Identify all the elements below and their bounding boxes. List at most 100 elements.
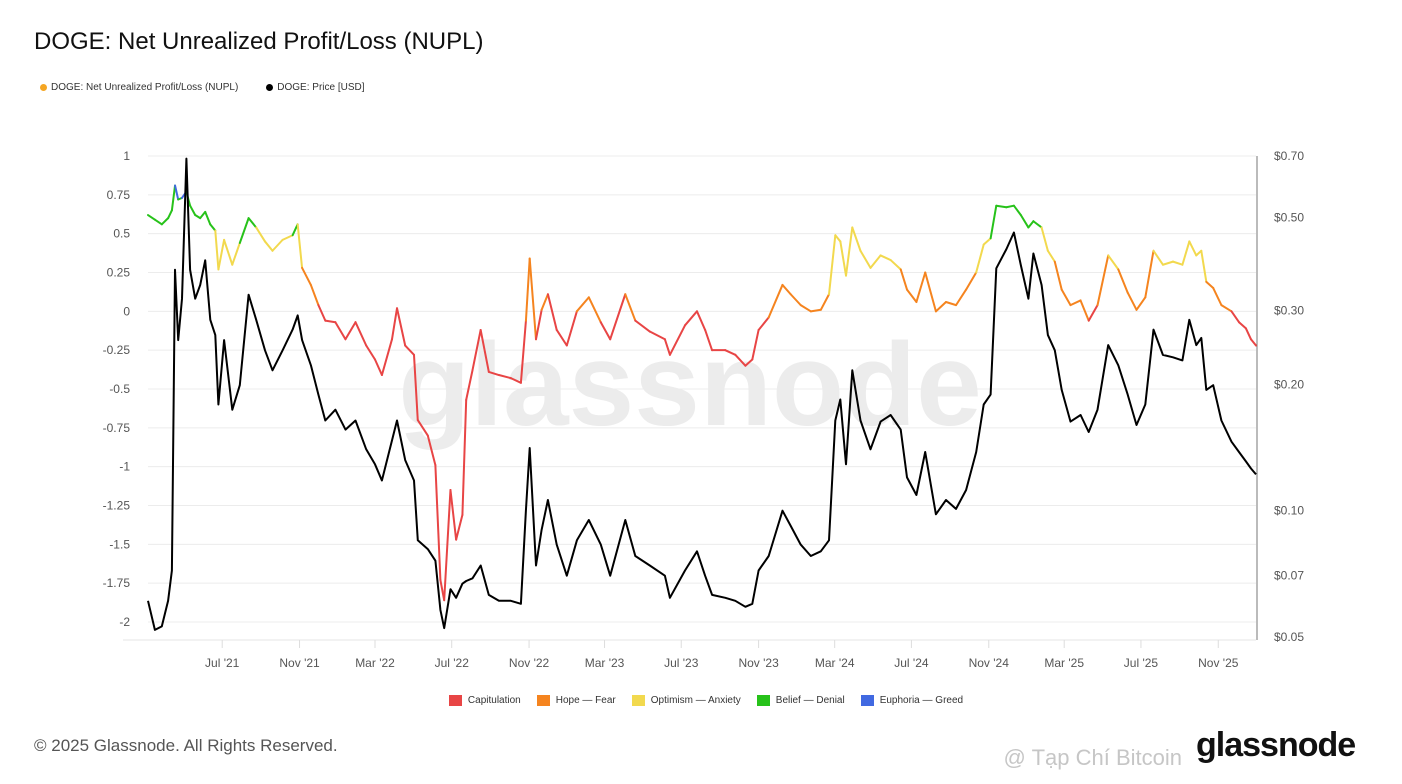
left-axis-tick-label: 0.5	[113, 227, 130, 241]
nupl-line-segment	[851, 226, 862, 252]
nupl-line-segment	[263, 240, 274, 252]
nupl-line-segment	[634, 319, 651, 333]
nupl-line-segment	[1096, 254, 1110, 307]
nupl-line-segment	[1012, 204, 1022, 217]
x-axis-tick-label: Jul '24	[894, 656, 929, 670]
nupl-line-segment	[354, 321, 368, 347]
nupl-line-segment	[695, 310, 707, 331]
zone-legend-hope-fear[interactable]: Hope — Fear	[536, 695, 616, 706]
nupl-line-segment	[1205, 280, 1215, 290]
nupl-line-segment	[704, 328, 714, 352]
nupl-line-segment	[982, 237, 992, 246]
left-axis-tick-label: 0.75	[107, 188, 131, 202]
nupl-line-segment	[534, 308, 543, 341]
zone-legend-capitulation[interactable]: Capitulation	[448, 695, 521, 706]
left-axis-tick-label: -0.5	[109, 382, 130, 396]
nupl-line-segment	[724, 349, 737, 356]
nupl-line-segment	[170, 184, 177, 212]
nupl-line-segment	[281, 234, 294, 241]
nupl-line-segment	[412, 353, 419, 422]
zone-label: Optimism — Anxiety	[650, 695, 741, 706]
x-axis-tick-label: Nov '22	[509, 656, 550, 670]
nupl-line-segment	[189, 204, 197, 217]
nupl-line-segment	[217, 238, 226, 271]
glassnode-logo: glassnode	[1196, 726, 1356, 764]
nupl-line-segment	[668, 324, 687, 356]
nupl-line-segment	[624, 293, 637, 322]
gridlines	[148, 155, 1256, 623]
price-legend-dot-icon	[266, 84, 274, 91]
x-axis-tick-label: Mar '23	[585, 656, 625, 670]
nupl-line-segment	[390, 307, 399, 341]
right-axis-tick-label: $0.70	[1274, 149, 1304, 163]
nupl-line-segment	[989, 204, 998, 240]
x-axis-tick-label: Jul '23	[664, 656, 699, 670]
nupl-line-segment	[587, 296, 602, 324]
nupl-line-segment	[461, 398, 468, 516]
nupl-line-segment	[859, 249, 872, 269]
zone-legend-optimism-anxiety[interactable]: Optimism — Anxiety	[631, 695, 741, 706]
nupl-line-segment	[1135, 296, 1147, 311]
nupl-line-segment	[1040, 226, 1049, 252]
nupl-line-segment	[223, 238, 234, 266]
nupl-line-segment	[1220, 304, 1233, 313]
nupl-line-segment	[834, 234, 842, 243]
nupl-line-segment	[751, 328, 760, 361]
x-axis-tick-label: Mar '24	[815, 656, 855, 670]
nupl-line-segment	[528, 257, 537, 341]
capitulation-swatch-icon	[448, 695, 462, 706]
nupl-line-segment	[479, 328, 490, 373]
nupl-line-segment	[845, 226, 854, 277]
nupl-line-segment	[238, 217, 250, 244]
nupl-line-segment	[1238, 321, 1247, 330]
nupl-line-segment	[757, 316, 770, 331]
nupl-line-segment	[443, 488, 452, 602]
right-axis-tick-label: $0.30	[1274, 303, 1304, 317]
optimism-anxiety-swatch-icon	[631, 695, 645, 706]
nupl-line-segment	[1053, 260, 1063, 291]
nupl-line-segment	[324, 319, 337, 324]
nupl-line-segment	[1019, 214, 1030, 229]
belief-denial-swatch-icon	[756, 695, 770, 706]
right-axis-tick-label: $0.07	[1274, 569, 1304, 583]
nupl-line-segment	[924, 271, 937, 313]
legend-item-price[interactable]: DOGE: Price [USD]	[266, 82, 365, 93]
left-axis-tick-label: -0.75	[103, 421, 131, 435]
nupl-line-segment	[1152, 249, 1164, 266]
nupl-line-segment	[555, 328, 568, 347]
nupl-line-segment	[291, 223, 299, 237]
nupl-line-segment	[301, 266, 312, 286]
nupl-line-segment	[540, 293, 549, 311]
left-axis-tick-label: -2	[119, 615, 130, 629]
nupl-line-segment	[1069, 299, 1082, 307]
nupl-line-segment	[204, 210, 212, 226]
nupl-line-segment	[809, 308, 822, 313]
left-axis-tick-label: -1	[119, 460, 130, 474]
nupl-line-segment	[965, 271, 978, 291]
nupl-line-segment	[434, 464, 442, 582]
nupl-line-segment	[734, 353, 747, 367]
chart-title: DOGE: Net Unrealized Profit/Loss (NUPL)	[34, 28, 484, 55]
nupl-line-segment	[546, 293, 558, 331]
nupl-line-segment	[934, 301, 947, 313]
nupl-line-segment	[955, 288, 968, 307]
legend-item-nupl[interactable]: DOGE: Net Unrealized Profit/Loss (NUPL)	[40, 82, 238, 93]
nupl-line-segment	[209, 223, 217, 232]
nupl-line-segment	[334, 321, 347, 341]
nupl-line-segment	[975, 243, 985, 274]
nupl-line-segment	[365, 344, 377, 361]
nupl-line-segment	[344, 321, 357, 341]
hope-fear-swatch-icon	[536, 695, 550, 706]
zone-legend-belief-denial[interactable]: Belief — Denial	[756, 695, 845, 706]
nupl-line-segment	[317, 304, 327, 322]
nupl-line-segment	[455, 513, 464, 541]
nupl-line-segment	[1212, 287, 1223, 307]
right-axis-tick-label: $0.20	[1274, 377, 1304, 391]
series-legend: DOGE: Net Unrealized Profit/Loss (NUPL) …	[40, 82, 365, 93]
nupl-line-segment	[487, 370, 500, 377]
x-axis-tick-label: Nov '25	[1198, 656, 1239, 670]
x-axis-tick-label: Nov '21	[279, 656, 320, 670]
nupl-series	[147, 184, 1257, 602]
nupl-line-segment	[879, 254, 892, 262]
zone-legend-euphoria-greed[interactable]: Euphoria — Greed	[860, 695, 963, 706]
